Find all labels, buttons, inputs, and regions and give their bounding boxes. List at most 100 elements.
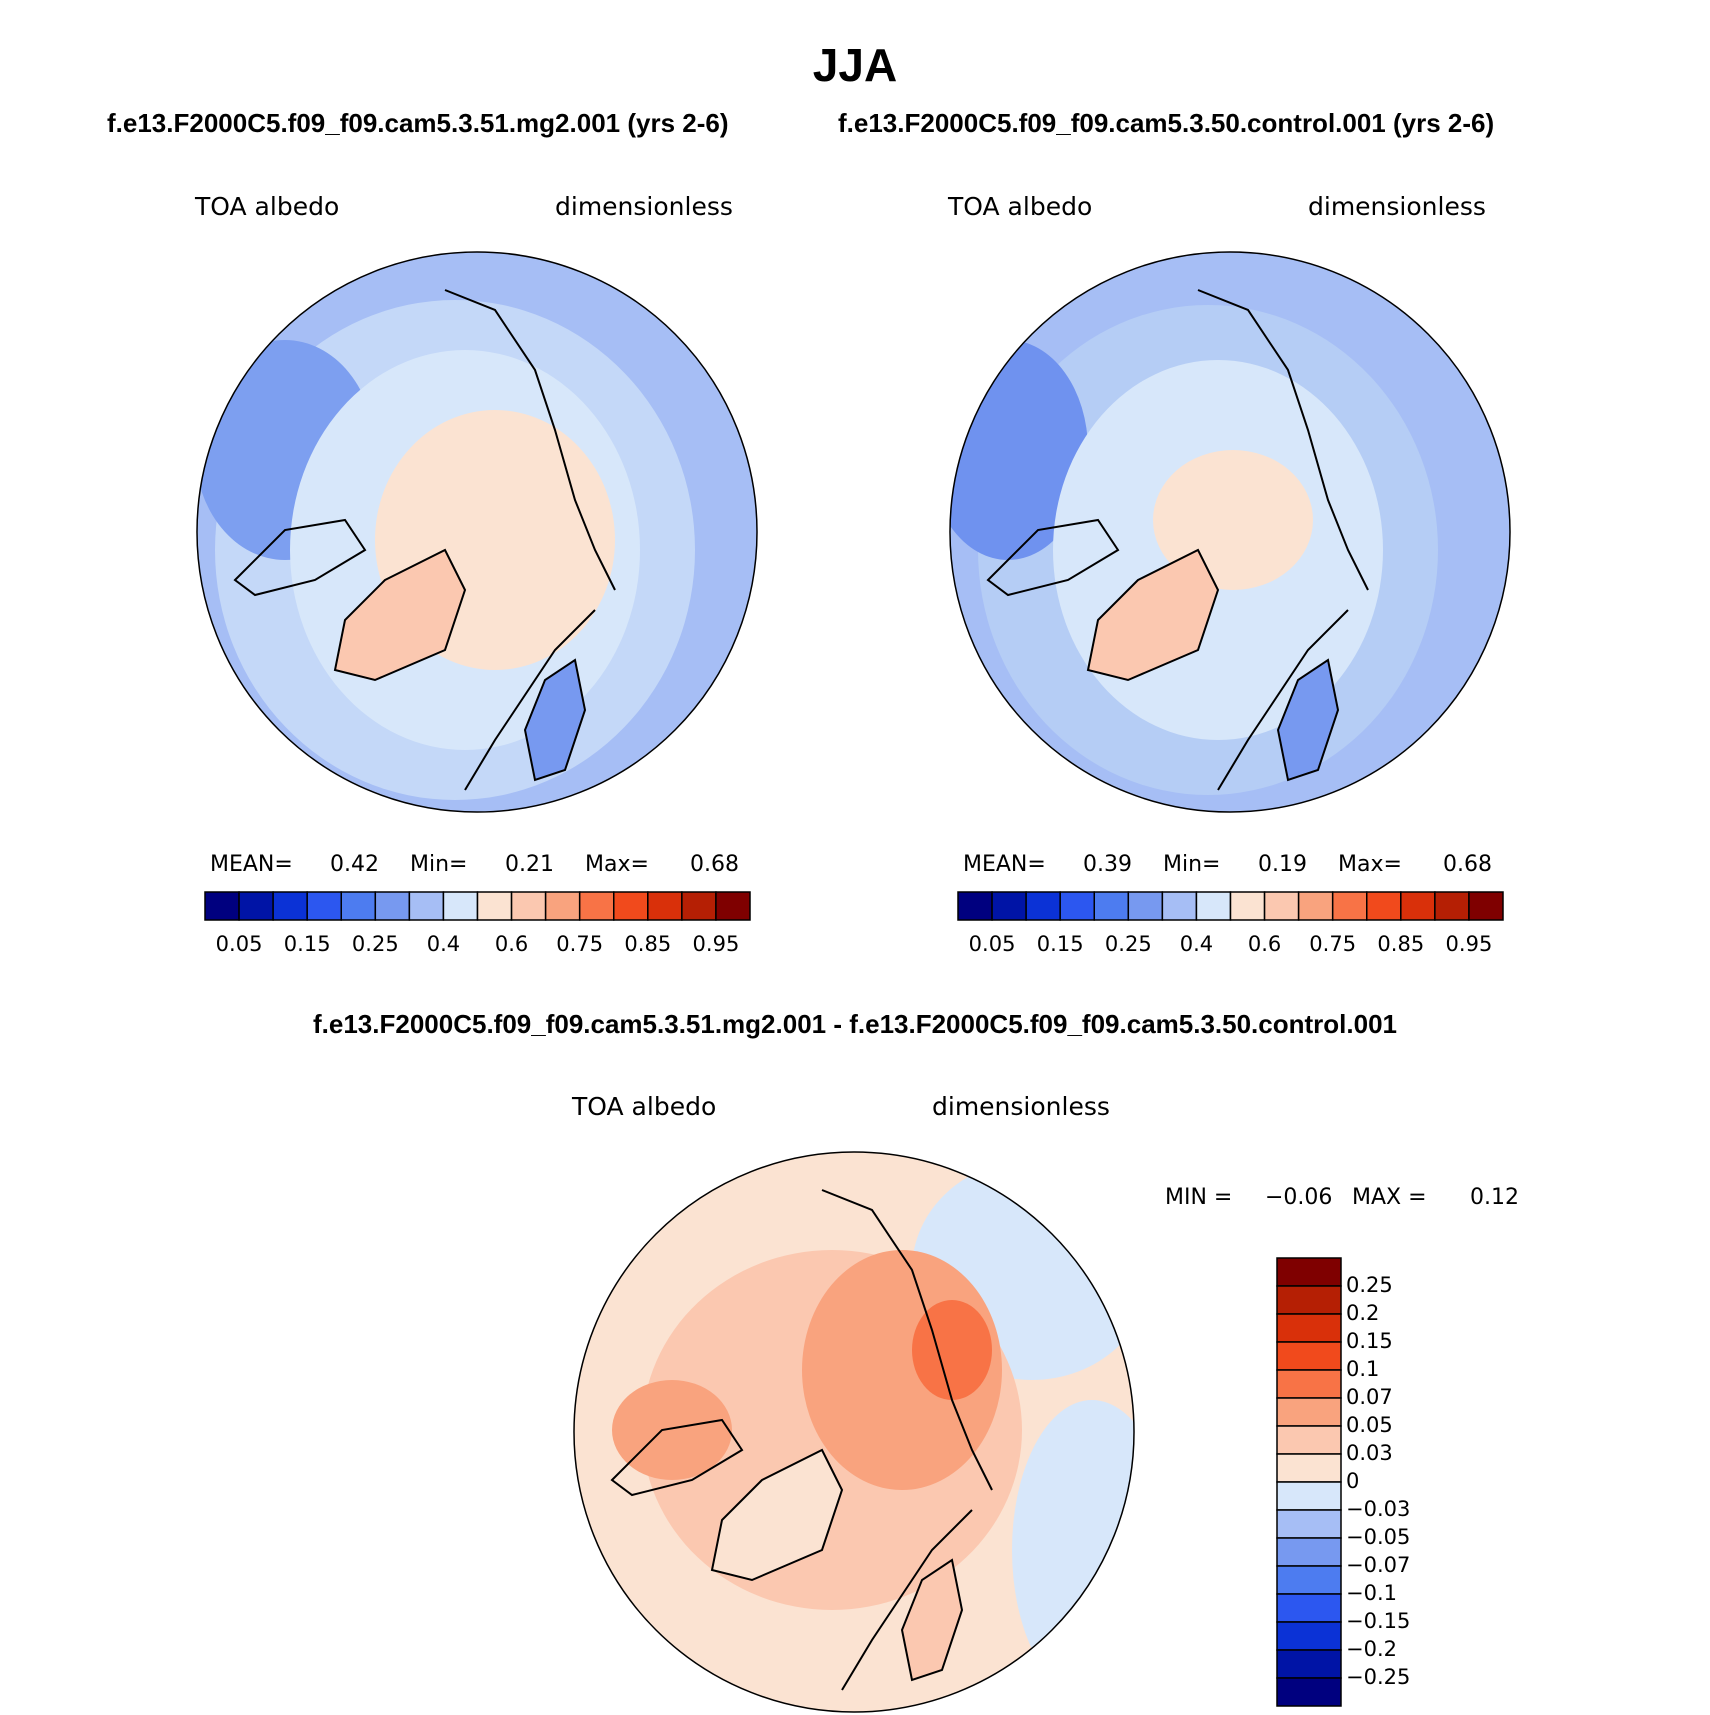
colorbar-cell [1276, 1565, 1342, 1595]
colorbar-cell [476, 891, 513, 921]
panel-left-units-label: dimensionless [555, 192, 733, 221]
colorbar-cell [715, 891, 751, 921]
colorbar-cell [1400, 891, 1436, 921]
colorbar-cell [238, 891, 274, 921]
colorbar-cell [1127, 891, 1164, 921]
colorbar-cell [991, 891, 1027, 921]
colorbar-cell [1059, 891, 1095, 921]
colorbar-tick-label: 0.25 [1104, 932, 1152, 956]
colorbar-cell [1276, 1537, 1342, 1567]
map-europe-coast [1217, 609, 1349, 791]
colorbar-cell [272, 891, 308, 921]
colorbar-tick-label: −0.25 [1346, 1665, 1411, 1689]
colorbar-tick-label: 0 [1346, 1469, 1360, 1493]
colorbar-cell [1276, 1425, 1342, 1455]
colorbar-tick-label: 0.25 [1346, 1273, 1393, 1297]
panel-left-min-label: Min= [410, 852, 468, 877]
colorbar-cell [1263, 891, 1300, 921]
panel-right-units-label: dimensionless [1308, 192, 1486, 221]
colorbar-cell [681, 891, 717, 921]
map-canada-coast [233, 518, 367, 597]
map-warm-field-core [912, 1300, 992, 1400]
colorbar-cell [1276, 1369, 1342, 1399]
diff-run-title: f.e13.F2000C5.f09_f09.cam5.3.51.mg2.001 … [313, 1009, 1397, 1039]
map-scandinavia [1276, 658, 1340, 782]
colorbar-tick-label: 0.85 [624, 932, 672, 956]
colorbar-tick-label: 0.75 [556, 932, 604, 956]
colorbar-cell [1025, 891, 1061, 921]
map-panel-left [196, 251, 758, 813]
colorbar-tick-label: −0.15 [1346, 1609, 1411, 1633]
colorbar-cell [1276, 1649, 1342, 1679]
colorbar-cell [1276, 1285, 1342, 1315]
colorbar-tick-label: 0.07 [1346, 1385, 1393, 1409]
colorbar-cell [957, 891, 993, 921]
colorbar-cell [340, 891, 377, 921]
colorbar-right [957, 891, 1504, 921]
colorbar-cell [578, 891, 615, 921]
colorbar-tick-label: 0.85 [1377, 932, 1425, 956]
colorbar-tick-label: 0.03 [1346, 1441, 1393, 1465]
colorbar-tick-label: −0.1 [1346, 1581, 1397, 1605]
map-europe-coast [841, 1509, 973, 1691]
figure-title: JJA [812, 39, 898, 91]
colorbar-tick-label: 0.05 [1346, 1413, 1393, 1437]
panel-left-max-label: Max= [585, 852, 649, 877]
colorbar-tick-label: −0.07 [1346, 1553, 1411, 1577]
colorbar-cell [442, 891, 479, 921]
panel-right-max-label: Max= [1338, 852, 1402, 877]
colorbar-diff [1276, 1257, 1342, 1707]
colorbar-tick-label: 0.05 [215, 932, 263, 956]
colorbar-cell [1276, 1341, 1342, 1371]
diff-min-label: MIN = [1165, 1185, 1233, 1210]
colorbar-cell [1276, 1397, 1342, 1427]
colorbar-cell [1276, 1257, 1342, 1287]
colorbar-cell [1276, 1481, 1342, 1511]
panel-left-mean-label: MEAN= [210, 852, 293, 877]
colorbar-tick-label: 0.05 [968, 932, 1016, 956]
colorbar-cell [613, 891, 649, 921]
colorbar-cell [544, 891, 581, 921]
colorbar-cell [1276, 1621, 1342, 1651]
colorbar-tick-label: 0.6 [1247, 932, 1282, 956]
diff-max-value: 0.12 [1470, 1185, 1519, 1210]
colorbar-tick-label: 0.4 [426, 932, 461, 956]
map-east-cold-field [1012, 1400, 1134, 1700]
colorbar-tick-label: 0.1 [1346, 1357, 1380, 1381]
diff-variable-label: TOA albedo [572, 1092, 717, 1121]
panel-right-max-value: 0.68 [1443, 852, 1492, 877]
colorbar-cell [1366, 891, 1402, 921]
map-panel-diff [573, 1151, 1135, 1713]
panel-right-run-title: f.e13.F2000C5.f09_f09.cam5.3.50.control.… [838, 108, 1495, 138]
colorbar-cell [1195, 891, 1232, 921]
map-greenland [1086, 548, 1220, 682]
panel-left-variable-label: TOA albedo [195, 192, 340, 221]
colorbar-tick-label: 0.6 [494, 932, 529, 956]
panel-left-max-value: 0.68 [690, 852, 739, 877]
colorbar-left [204, 891, 751, 921]
colorbar-cell [1331, 891, 1368, 921]
colorbar-tick-label: 0.15 [1346, 1329, 1393, 1353]
colorbar-cell [1276, 1313, 1342, 1343]
colorbar-cell [510, 891, 547, 921]
map-canada-coast [610, 1418, 744, 1497]
colorbar-cell [1434, 891, 1470, 921]
map-canada-coast [986, 518, 1120, 597]
colorbar-tick-label: 0.15 [283, 932, 331, 956]
panel-left-min-value: 0.21 [505, 852, 554, 877]
colorbar-tick-label: 0.15 [1036, 932, 1084, 956]
panel-right-mean-value: 0.39 [1083, 852, 1132, 877]
panel-left-mean-value: 0.42 [330, 852, 379, 877]
map-scandinavia [900, 1558, 964, 1682]
colorbar-tick-label: −0.2 [1346, 1637, 1397, 1661]
panel-left-run-title: f.e13.F2000C5.f09_f09.cam5.3.51.mg2.001 … [107, 108, 729, 138]
colorbar-tick-label: 0.2 [1346, 1301, 1380, 1325]
map-siberia-coast [444, 289, 616, 591]
colorbar-cell [1276, 1453, 1342, 1483]
colorbar-tick-label: 0.25 [351, 932, 399, 956]
colorbar-cell [306, 891, 342, 921]
colorbar-cell [1093, 891, 1130, 921]
panel-right-mean-label: MEAN= [963, 852, 1046, 877]
diff-min-value: −0.06 [1265, 1185, 1333, 1210]
map-panel-right [949, 251, 1511, 813]
